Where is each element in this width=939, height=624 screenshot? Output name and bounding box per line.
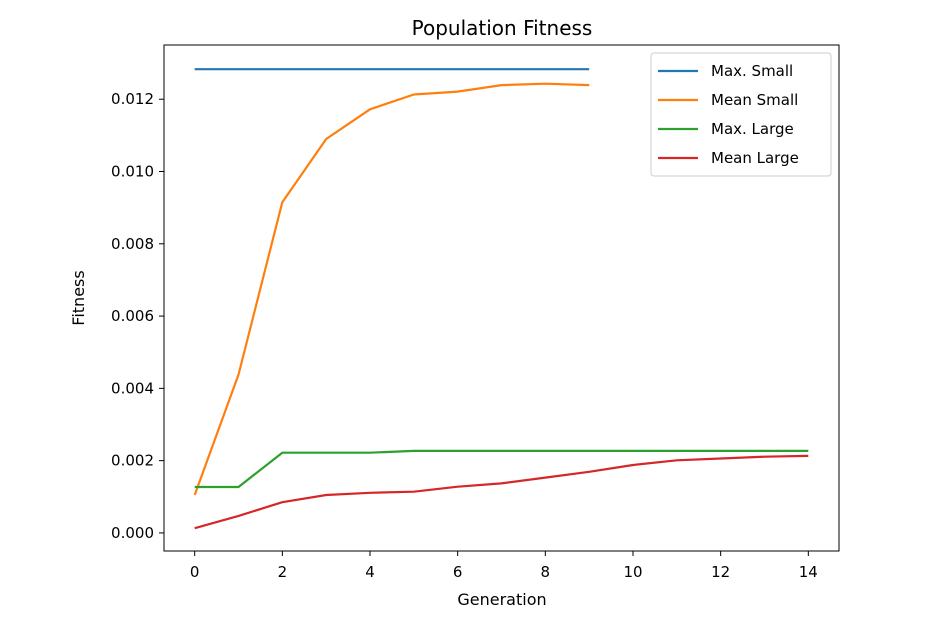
legend-box (650, 52, 832, 177)
legend-label: Mean Small (711, 91, 798, 109)
y-tick-label: 0.000 (111, 524, 154, 542)
x-tick-label: 0 (190, 563, 200, 581)
x-tick-label: 10 (623, 563, 642, 581)
plot-area: 0 2 4 6 8 10 12 14 0.0000.0020.0040.0060.0080.0… (111, 44, 840, 581)
y-tick-label: 0.012 (111, 90, 154, 108)
x-tick-label: 8 (541, 563, 551, 581)
legend-label: Max. Large (711, 120, 794, 138)
series-layer (193, 68, 809, 530)
y-tick-label: 0.002 (111, 452, 154, 470)
x-tick-label: 12 (711, 563, 730, 581)
x-tick-label: 4 (365, 563, 375, 581)
legend: Max. Small Mean Small Max. Large Mean Large (650, 52, 832, 177)
x-tick-label: 2 (278, 563, 288, 581)
y-tick-label: 0.004 (111, 379, 154, 397)
legend-label: Max. Small (711, 62, 793, 80)
legend-label: Mean Large (711, 149, 799, 167)
y-tick-label: 0.010 (111, 163, 154, 181)
series-line-mean-small (193, 82, 590, 496)
y-axis-label: Fitness (69, 270, 88, 325)
y-tick-label: 0.008 (111, 235, 154, 253)
x-axis-ticks: 0 2 4 6 8 10 12 14 (190, 551, 818, 581)
series-line-max-large (194, 449, 809, 489)
x-tick-label: 6 (453, 563, 463, 581)
x-tick-label: 14 (799, 563, 818, 581)
series-line-mean-large (194, 454, 809, 530)
plot-frame (163, 44, 840, 552)
y-axis-ticks: 0.000 0.002 0.004 0.006 0.008 0.010 0.012 (111, 90, 164, 542)
x-axis-label: Generation (457, 590, 546, 609)
y-tick-label: 0.006 (111, 307, 154, 325)
chart-title: Population Fitness (412, 16, 593, 40)
